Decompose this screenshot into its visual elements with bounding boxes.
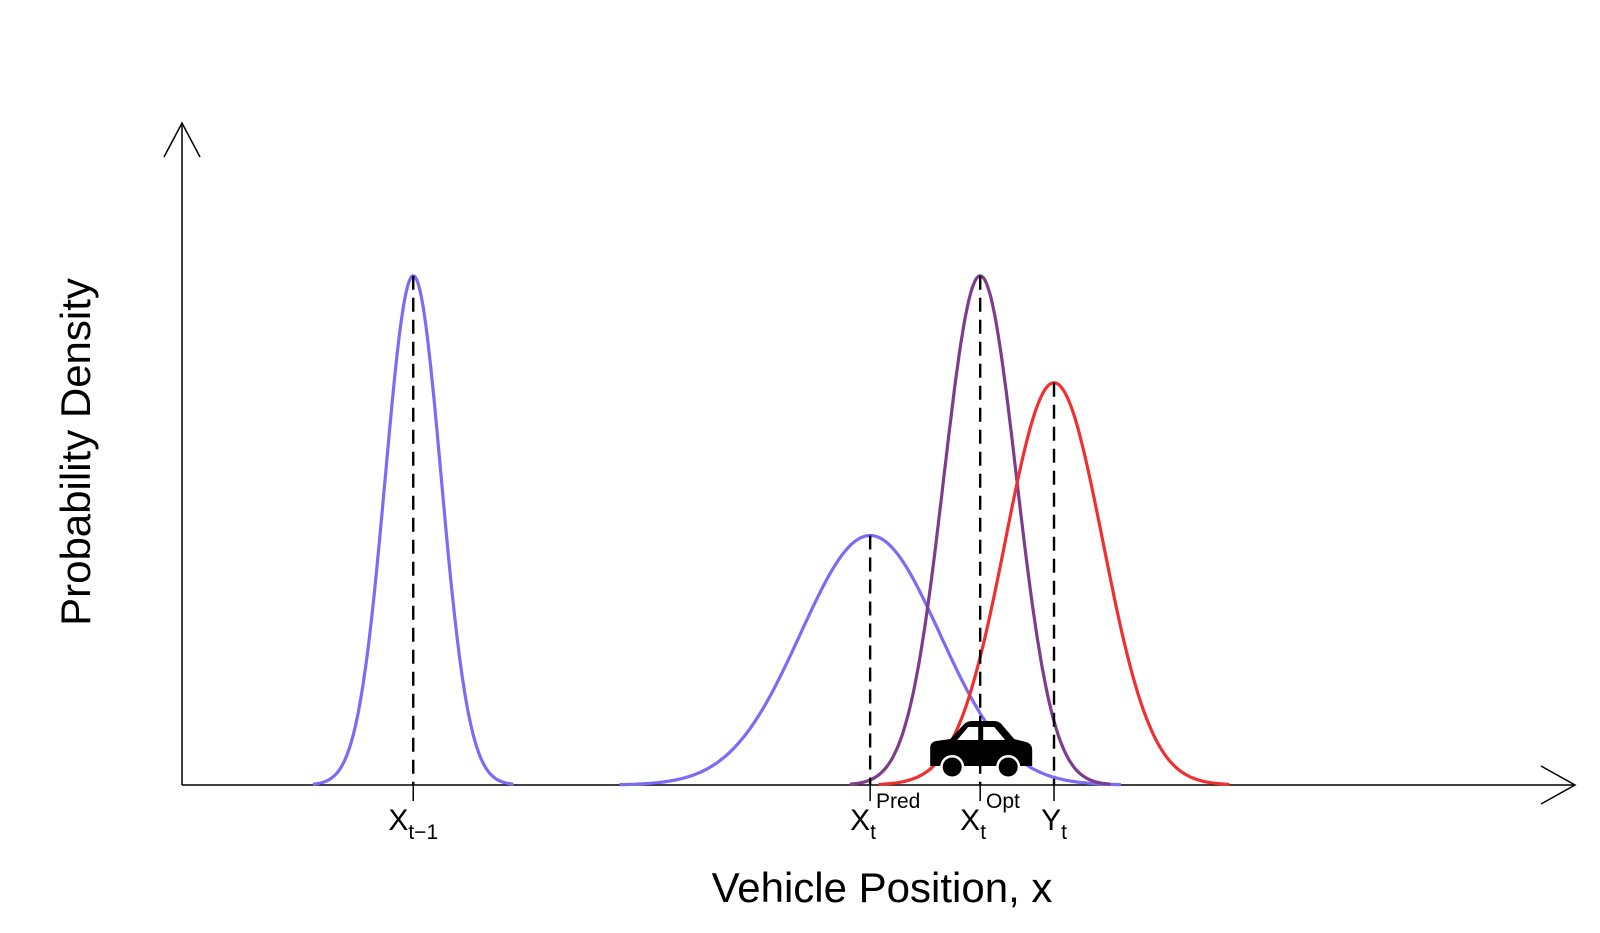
marker-label-3: XtOpt (960, 790, 1020, 844)
car-body (930, 721, 1033, 766)
marker-label-sub: t (870, 821, 876, 844)
car-wheel-1 (942, 757, 962, 777)
peak-lines (412, 275, 1056, 785)
marker-label-sub: t−1 (408, 821, 438, 844)
marker-label-base: Y (1041, 804, 1061, 837)
car-window-front (957, 727, 979, 740)
car-wheel-2 (998, 757, 1018, 777)
density-curves (312, 274, 1230, 787)
marker-label-sup: Opt (986, 790, 1020, 813)
y-axis-label: Probability Density (52, 278, 99, 626)
marker-label-2: XtPred (850, 790, 920, 844)
car-window-rear (983, 727, 1006, 740)
marker-label-base: X (960, 804, 980, 837)
car-icon (930, 721, 1033, 779)
marker-label-1: Xt−1 (388, 804, 438, 844)
marker-label-sub: t (1061, 821, 1067, 844)
y-axis-arrow-icon (163, 121, 201, 158)
marker-label-sup: Pred (876, 790, 920, 813)
marker-label-base: X (388, 804, 408, 837)
x-axis-label: Vehicle Position, x (712, 864, 1053, 911)
marker-label-sub: t (980, 821, 986, 844)
x-axis-arrow-icon (1540, 765, 1577, 805)
marker-ticks (412, 785, 1055, 801)
marker-label-base: X (850, 804, 870, 837)
marker-label-4: Yt (1041, 804, 1067, 844)
